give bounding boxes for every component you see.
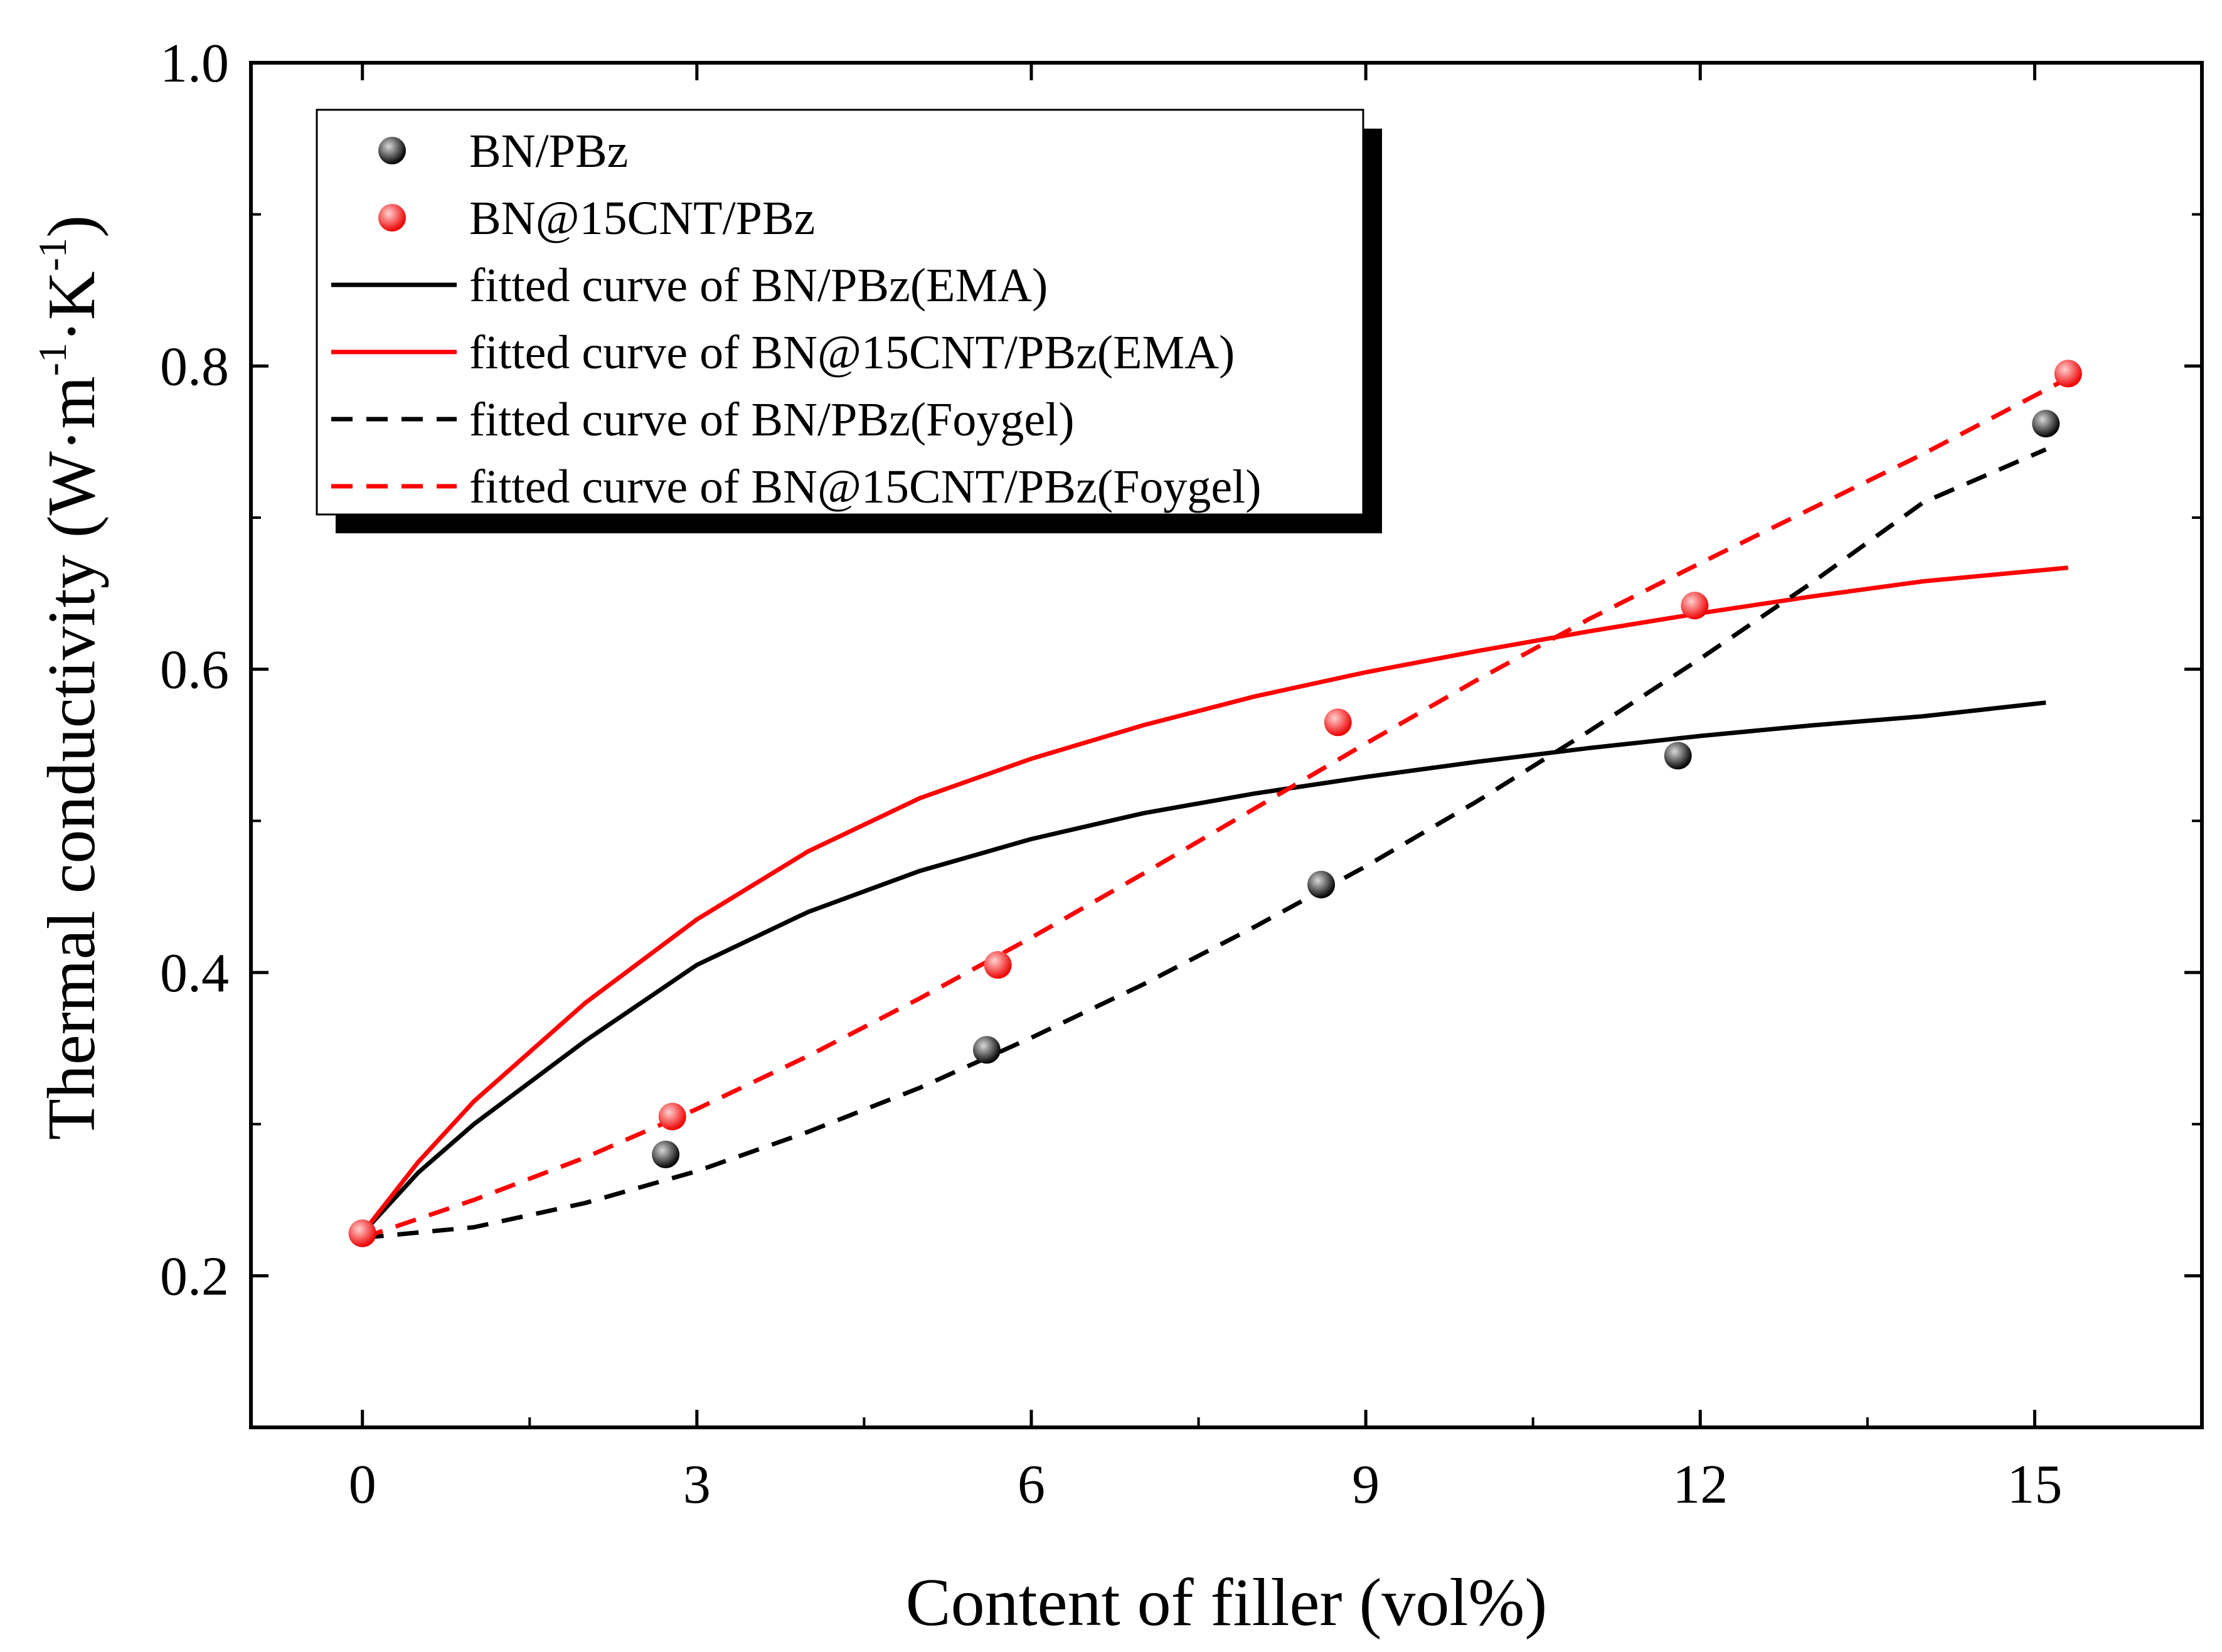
x-axis-label: Content of filler (vol%) [906, 1565, 1548, 1640]
legend-label: BN@15CNT/PBz [469, 192, 815, 245]
legend-label: fitted curve of BN@15CNT/PBz(Foygel) [469, 461, 1262, 513]
data-point-series-1-0 [348, 1219, 376, 1247]
y-axis-label-mid: ·K [35, 271, 109, 343]
y-tick-label: 0.8 [160, 336, 229, 397]
plot-area [348, 360, 2082, 1247]
axes-frame [249, 61, 2204, 1429]
series-line-2 [362, 447, 2047, 1240]
series-line-0 [361, 700, 2046, 1235]
data-point-series-1-2 [984, 951, 1012, 979]
legend-label: fitted curve of BN/PBz(Foygel) [469, 393, 1075, 446]
y-axis-label-main: Thermal conductivity (W·m [35, 376, 109, 1140]
data-point-series-1-4 [1681, 592, 1709, 620]
legend-label: fitted curve of BN@15CNT/PBz(EMA) [469, 326, 1235, 379]
data-point-series-0-5 [2032, 410, 2060, 438]
y-tick-label: 0.2 [160, 1246, 229, 1307]
legend: BN/PBz BN@15CNT/PBz fitted curve of BN/PBz… [316, 109, 1382, 533]
x-tick-label: 6 [1018, 1454, 1045, 1515]
legend-label: BN/PBz [469, 125, 628, 178]
y-axis-label-sup1: -1 [30, 343, 75, 376]
y-tick-label: 1.0 [160, 33, 229, 94]
legend-label: fitted curve of BN/PBz(EMA) [469, 259, 1048, 312]
data-point-series-1-5 [2054, 360, 2082, 388]
y-axis-ticks: 0.2 0.4 0.6 0.8 1.0 [160, 33, 2202, 1429]
data-point-series-0-3 [1307, 870, 1336, 898]
x-tick-label: 3 [683, 1454, 711, 1515]
x-axis-ticks: 0 3 6 9 12 15 [349, 63, 2062, 1515]
legend-marker-0 [378, 137, 406, 164]
legend-entries: BN/PBz BN@15CNT/PBz fitted curve of BN/PBz… [331, 125, 1262, 513]
y-axis-label-sup2: -1 [30, 238, 75, 271]
legend-marker-1 [378, 204, 406, 232]
y-axis-label: Thermal conductivity (W·m-1·K-1) [30, 215, 109, 1140]
data-point-series-0-1 [652, 1141, 680, 1168]
series-line-1 [360, 565, 2069, 1235]
series-line-3 [361, 376, 2070, 1240]
x-tick-label: 0 [349, 1454, 376, 1515]
x-tick-label: 15 [2007, 1454, 2062, 1515]
data-point-series-1-1 [658, 1102, 686, 1131]
y-tick-label: 0.6 [160, 640, 229, 701]
data-point-series-0-4 [1664, 742, 1692, 770]
legend-box [316, 109, 1364, 516]
x-tick-label: 9 [1352, 1454, 1379, 1515]
y-axis-label-end: ) [35, 215, 109, 238]
y-tick-label: 0.4 [160, 943, 229, 1004]
data-point-series-0-2 [972, 1036, 1001, 1064]
data-point-series-1-3 [1324, 708, 1352, 737]
x-tick-label: 12 [1672, 1454, 1728, 1515]
